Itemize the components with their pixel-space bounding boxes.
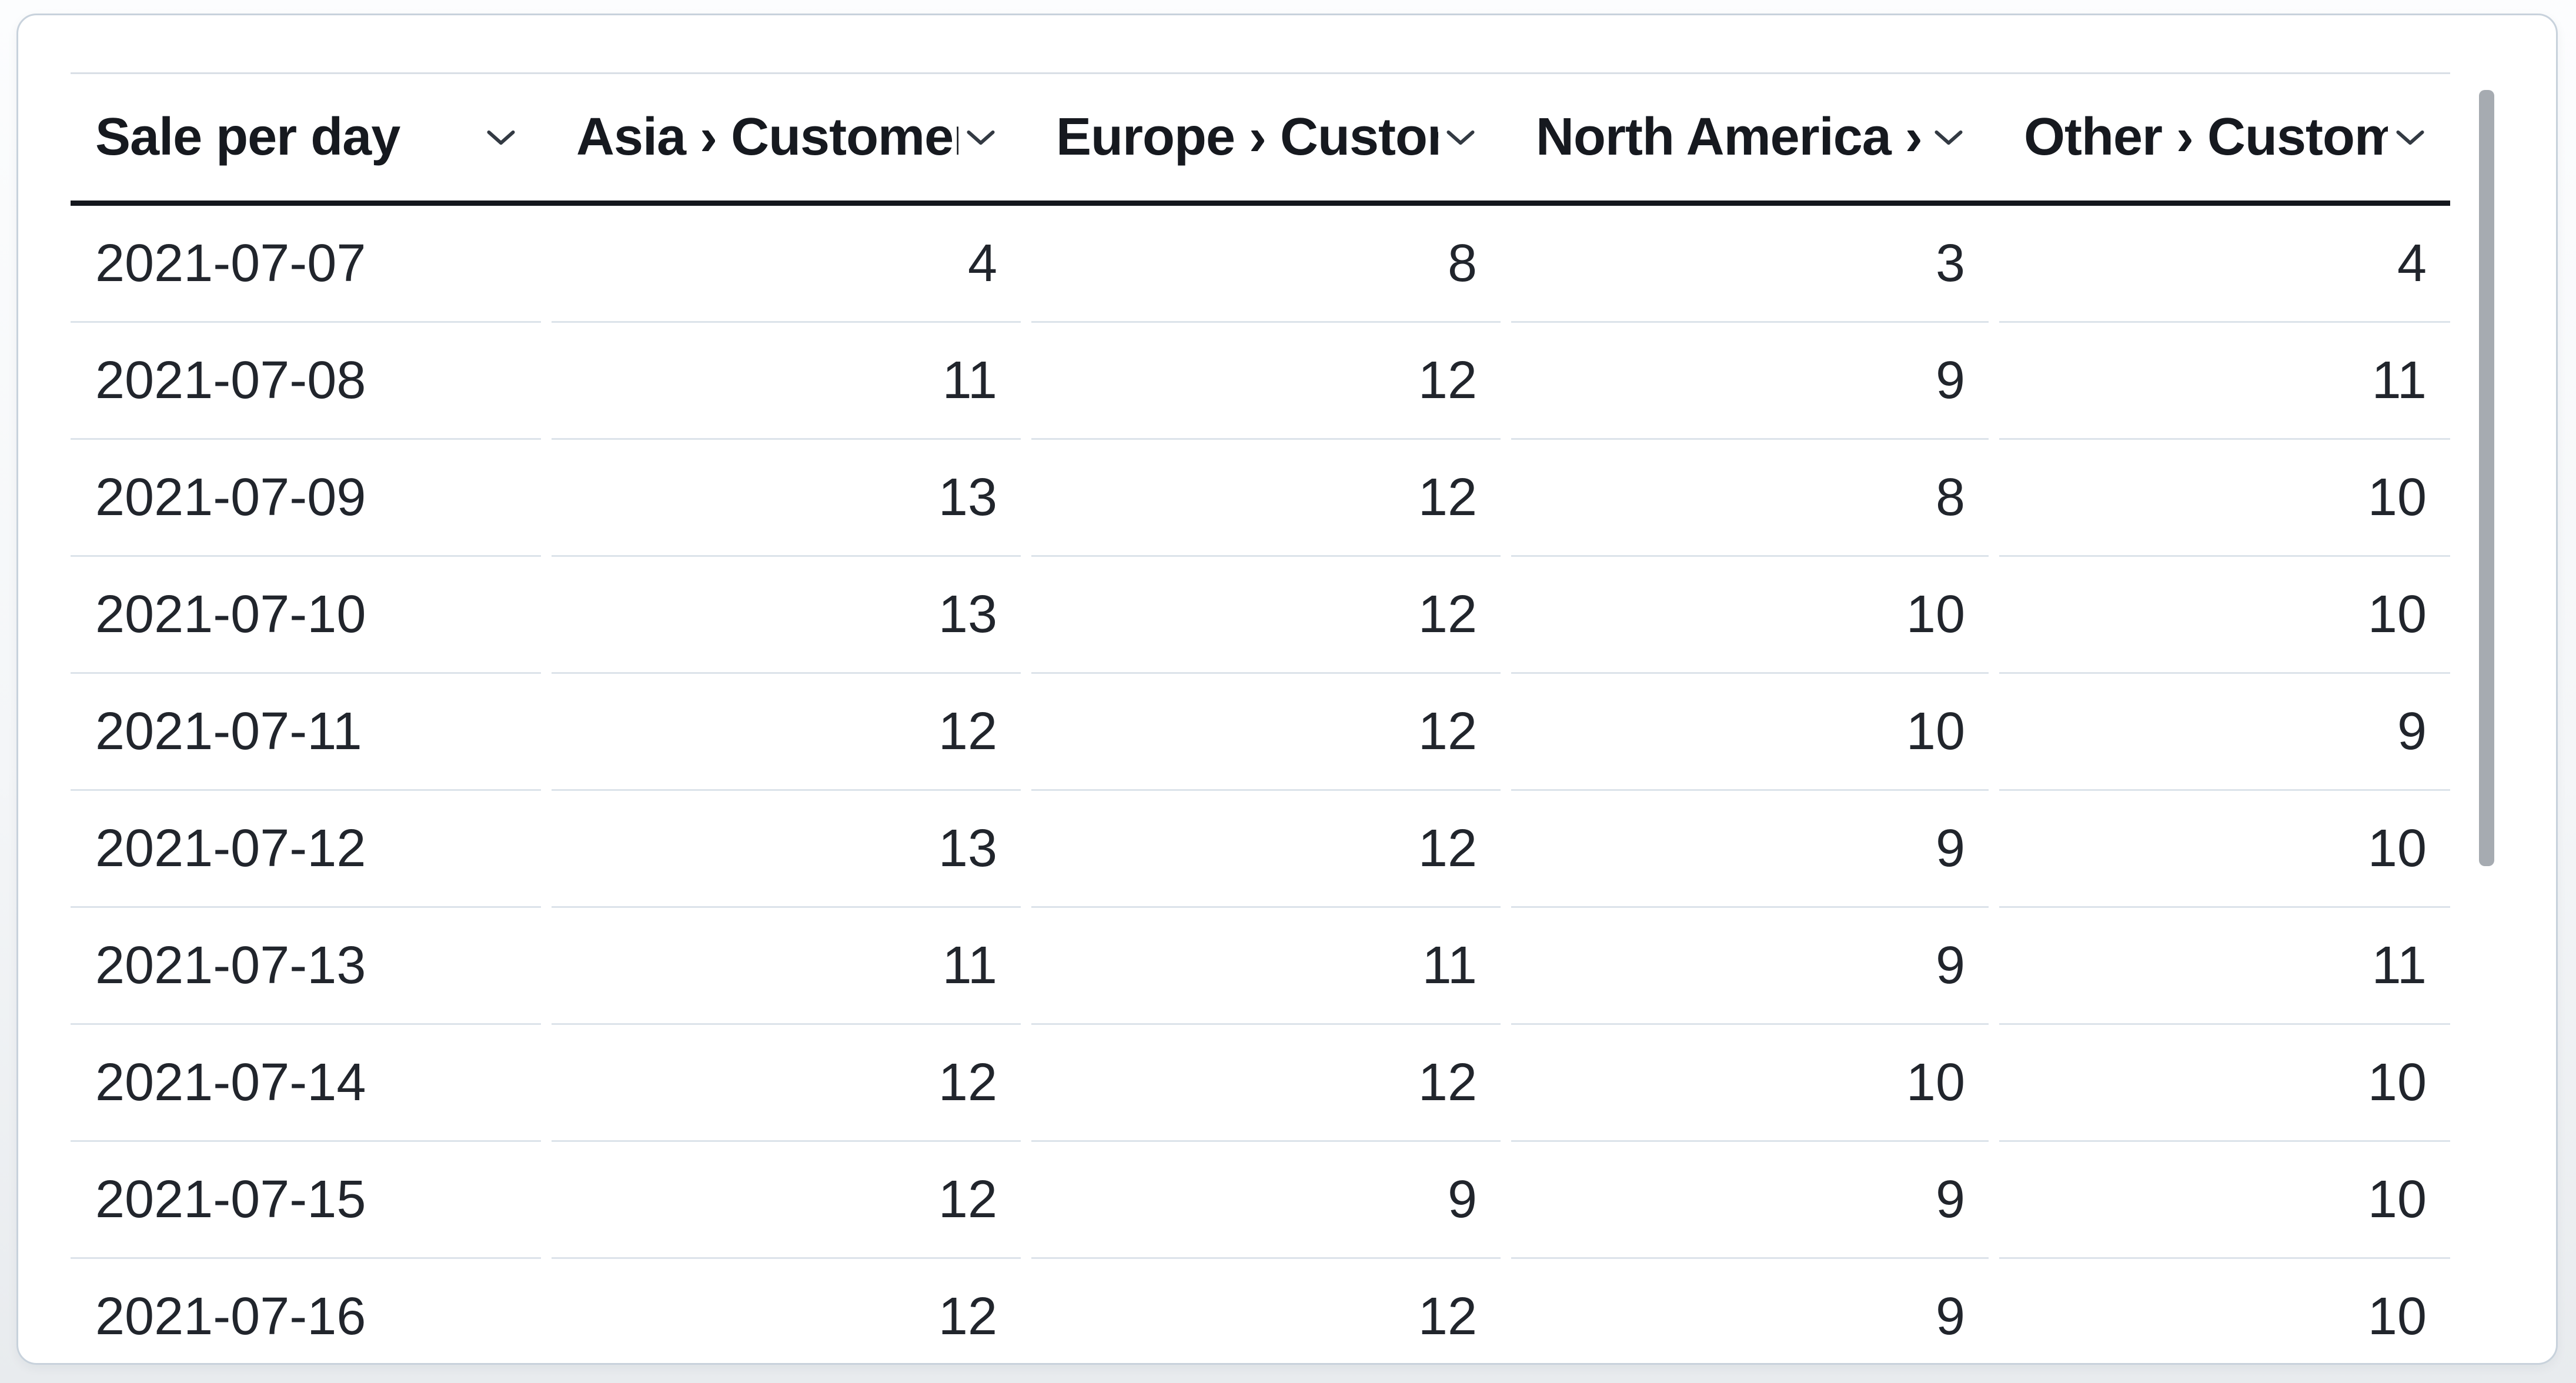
value-cell: 10: [1999, 1025, 2450, 1142]
table-body: 2021-07-07 4 8 3 4 2021-07-08 11 12 9 11 2021-07-0…: [71, 206, 2450, 1363]
value-cell: 12: [1031, 440, 1501, 557]
value-cell: 11: [1031, 908, 1501, 1025]
value-cell: 12: [1031, 1259, 1501, 1363]
value-cell: 10: [1999, 557, 2450, 674]
sales-per-day-table: Sale per day Asia › Customers Europe › C…: [71, 72, 2450, 1363]
value-cell: 12: [1031, 1025, 1501, 1142]
value-cell: 13: [552, 440, 1021, 557]
chevron-down-icon[interactable]: [1444, 128, 1477, 147]
value-cell: 12: [552, 674, 1021, 791]
value-cell: 10: [1511, 557, 1989, 674]
value-cell: 10: [1999, 791, 2450, 908]
value-cell: 13: [552, 557, 1021, 674]
header-underline: [71, 201, 2450, 206]
column-header-label: Sale per day: [95, 108, 400, 166]
date-cell: 2021-07-08: [71, 323, 541, 440]
value-cell: 12: [1031, 791, 1501, 908]
column-header-sale-per-day[interactable]: Sale per day: [71, 74, 541, 201]
value-cell: 10: [1999, 1142, 2450, 1259]
value-cell: 12: [552, 1259, 1021, 1363]
table-row: 2021-07-10 13 12 10 10: [71, 557, 2450, 674]
column-header-asia-customers[interactable]: Asia › Customers: [552, 74, 1021, 201]
value-cell: 4: [1999, 206, 2450, 323]
value-cell: 8: [1511, 440, 1989, 557]
value-cell: 13: [552, 791, 1021, 908]
value-cell: 11: [552, 908, 1021, 1025]
chevron-down-icon[interactable]: [2394, 128, 2427, 147]
date-cell: 2021-07-07: [71, 206, 541, 323]
table-top-border: [71, 72, 2450, 74]
column-header-label: Other › Customers: [2024, 108, 2388, 166]
table-header-row: Sale per day Asia › Customers Europe › C…: [71, 74, 2450, 201]
value-cell: 12: [1031, 557, 1501, 674]
value-cell: 11: [552, 323, 1021, 440]
date-cell: 2021-07-15: [71, 1142, 541, 1259]
chevron-down-icon[interactable]: [1932, 128, 1965, 147]
value-cell: 10: [1511, 1025, 1989, 1142]
table-row: 2021-07-12 13 12 9 10: [71, 791, 2450, 908]
value-cell: 9: [1999, 674, 2450, 791]
date-cell: 2021-07-12: [71, 791, 541, 908]
value-cell: 10: [1511, 674, 1989, 791]
date-cell: 2021-07-09: [71, 440, 541, 557]
table-row: 2021-07-09 13 12 8 10: [71, 440, 2450, 557]
column-header-other-customers[interactable]: Other › Customers: [1999, 74, 2450, 201]
table-row: 2021-07-11 12 12 10 9: [71, 674, 2450, 791]
table-card: Sale per day Asia › Customers Europe › C…: [16, 14, 2558, 1365]
date-cell: 2021-07-13: [71, 908, 541, 1025]
column-header-label: Europe › Customers: [1056, 108, 1438, 166]
table-row: 2021-07-15 12 9 9 10: [71, 1142, 2450, 1259]
value-cell: 12: [552, 1025, 1021, 1142]
table-row: 2021-07-16 12 12 9 10: [71, 1259, 2450, 1363]
value-cell: 9: [1511, 908, 1989, 1025]
date-cell: 2021-07-16: [71, 1259, 541, 1363]
value-cell: 9: [1511, 1259, 1989, 1363]
table-row: 2021-07-13 11 11 9 11: [71, 908, 2450, 1025]
date-cell: 2021-07-11: [71, 674, 541, 791]
value-cell: 9: [1511, 323, 1989, 440]
value-cell: 11: [1999, 908, 2450, 1025]
value-cell: 4: [552, 206, 1021, 323]
column-header-label: North America › C: [1536, 108, 1926, 166]
table-row: 2021-07-07 4 8 3 4: [71, 206, 2450, 323]
table-row: 2021-07-08 11 12 9 11: [71, 323, 2450, 440]
value-cell: 8: [1031, 206, 1501, 323]
column-header-north-america-customers[interactable]: North America › C: [1511, 74, 1989, 201]
value-cell: 3: [1511, 206, 1989, 323]
column-header-label: Asia › Customers: [576, 108, 958, 166]
column-header-europe-customers[interactable]: Europe › Customers: [1031, 74, 1501, 201]
date-cell: 2021-07-14: [71, 1025, 541, 1142]
date-cell: 2021-07-10: [71, 557, 541, 674]
vertical-scrollbar-thumb[interactable]: [2479, 90, 2494, 866]
chevron-down-icon[interactable]: [964, 128, 997, 147]
value-cell: 12: [552, 1142, 1021, 1259]
chevron-down-icon[interactable]: [485, 128, 517, 147]
table-row: 2021-07-14 12 12 10 10: [71, 1025, 2450, 1142]
value-cell: 12: [1031, 674, 1501, 791]
value-cell: 10: [1999, 440, 2450, 557]
value-cell: 12: [1031, 323, 1501, 440]
value-cell: 9: [1031, 1142, 1501, 1259]
value-cell: 9: [1511, 1142, 1989, 1259]
value-cell: 9: [1511, 791, 1989, 908]
value-cell: 10: [1999, 1259, 2450, 1363]
value-cell: 11: [1999, 323, 2450, 440]
